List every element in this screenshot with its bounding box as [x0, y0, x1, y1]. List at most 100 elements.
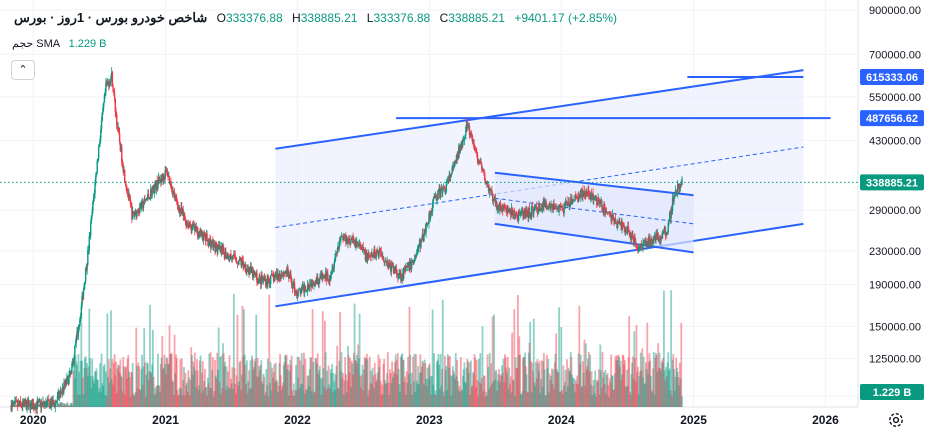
candle-body	[681, 178, 683, 186]
candle-body	[506, 205, 508, 212]
volume-bar	[475, 387, 477, 407]
candle-body	[651, 239, 654, 244]
volume-bar	[618, 366, 621, 407]
price-axis[interactable]: 900000.00700000.00550000.00430000.002900…	[860, 5, 924, 403]
volume-bar	[613, 373, 616, 407]
volume-bar	[609, 382, 612, 407]
volume-bar	[580, 387, 583, 407]
volume-bar	[341, 377, 344, 407]
volume-bar	[96, 379, 99, 407]
candle-body	[236, 261, 238, 264]
candle-body	[296, 290, 298, 297]
time-axis[interactable]: 2020 2021 2022 2023 2024 2025 2026	[20, 413, 839, 427]
volume-bar	[120, 377, 123, 407]
candle-body	[532, 206, 534, 214]
volume-bar	[441, 299, 444, 407]
volume-bar	[297, 377, 300, 407]
candle-body	[551, 203, 553, 205]
volume-bar	[603, 383, 606, 407]
candle-body	[516, 213, 518, 219]
candle-body	[476, 150, 478, 154]
volume-bar	[111, 359, 114, 407]
candle-body	[616, 222, 619, 229]
volume-bar	[104, 371, 107, 407]
candle-body	[408, 261, 411, 271]
candle-body	[587, 189, 589, 195]
volume-bar	[251, 355, 253, 407]
symbol-title[interactable]: شاخص خودرو بورس · 1روز · بورس	[14, 10, 208, 25]
volume-bar	[421, 360, 424, 407]
high-value: 338885.21	[300, 11, 358, 25]
volume-bar	[554, 353, 557, 407]
collapse-legend-button[interactable]: ⌃	[11, 60, 35, 80]
candle-body	[543, 201, 545, 207]
volume-bar	[371, 367, 374, 407]
volume-bar	[181, 395, 184, 407]
volume-bar	[493, 314, 495, 407]
candle-body	[333, 262, 336, 268]
candle-body	[478, 162, 480, 164]
volume-bar	[477, 396, 480, 407]
volume-bar	[151, 364, 154, 407]
candle-body	[97, 146, 100, 159]
volume-bar	[378, 367, 381, 407]
candle-body	[58, 392, 60, 398]
volume-bar	[184, 372, 187, 407]
volume-bar	[84, 357, 86, 407]
volume-bar	[173, 334, 176, 407]
candle-body	[645, 239, 647, 245]
volume-bar	[52, 403, 55, 407]
candle-body	[446, 181, 448, 183]
volume-bar	[495, 369, 498, 407]
candle-body	[442, 187, 445, 189]
candle-body	[315, 280, 317, 284]
volume-bar	[171, 380, 174, 407]
volume-bar	[644, 362, 647, 407]
price-tick-label: 430000.00	[869, 135, 921, 147]
volume-bar	[145, 374, 148, 407]
volume-bar	[186, 392, 189, 407]
volume-bar	[243, 309, 245, 407]
volume-bar	[562, 365, 565, 407]
candle-body	[291, 284, 294, 289]
volume-bar	[444, 370, 447, 407]
candle-body	[191, 223, 194, 230]
volume-bar	[438, 389, 441, 407]
volume-bar	[660, 370, 662, 407]
volume-bar	[385, 383, 388, 407]
volume-bar	[331, 391, 334, 407]
volume-bar	[607, 385, 610, 407]
volume-legend-label[interactable]: حجم SMA	[12, 38, 60, 50]
candle-body	[531, 206, 534, 207]
candle-body	[635, 240, 637, 244]
candle-body	[75, 337, 77, 344]
candle-body	[448, 174, 450, 181]
volume-bar	[292, 395, 295, 407]
candle-body	[260, 275, 263, 284]
candle-body	[585, 191, 588, 194]
candle-body	[549, 206, 552, 209]
gear-icon[interactable]	[887, 411, 905, 429]
volume-bar	[316, 353, 319, 407]
candle-body	[198, 231, 200, 237]
candle-body	[19, 400, 22, 404]
candle-body	[457, 147, 460, 155]
candle-body	[492, 199, 495, 201]
drawings[interactable]	[275, 69, 831, 308]
volume-bar	[76, 394, 79, 407]
candle-body	[438, 188, 440, 191]
candle-body	[296, 295, 299, 297]
candle-body	[555, 207, 557, 210]
candle-body	[163, 175, 166, 180]
candle-body	[454, 162, 456, 164]
volume-bar	[397, 353, 399, 407]
candle-body	[264, 278, 267, 286]
volume-bar	[606, 373, 609, 407]
volume-bar	[479, 353, 482, 407]
volume-bar	[178, 394, 180, 407]
candle-body	[413, 258, 416, 261]
volume-bar	[69, 403, 72, 407]
volume-bar	[410, 373, 413, 407]
